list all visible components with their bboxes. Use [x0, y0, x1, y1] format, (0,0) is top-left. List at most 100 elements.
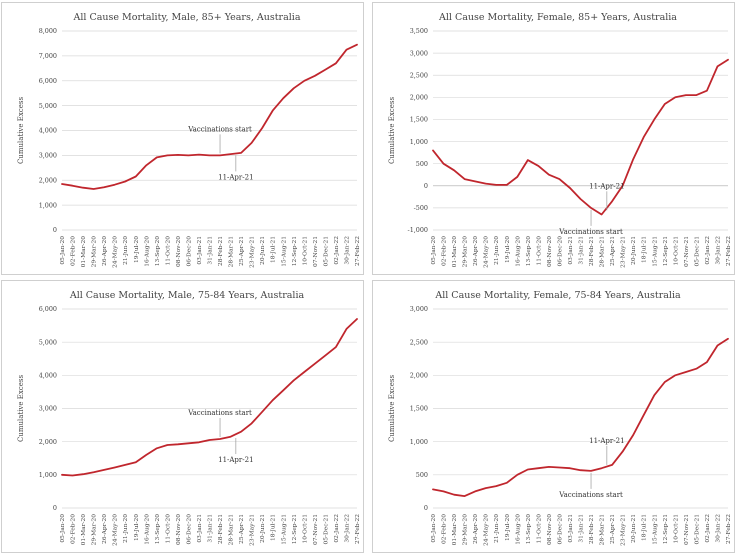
x-tick-label: 25-Apr-21	[239, 514, 245, 544]
x-tick-label: 02-Feb-20	[71, 236, 77, 266]
x-tick-label: 12-Sep-21	[292, 514, 298, 544]
x-tick-label: 10-Oct-21	[302, 514, 308, 543]
x-tick-label: 03-Jan-21	[568, 236, 574, 265]
series-line	[61, 43, 358, 190]
x-tick-label: 06-Dec-20	[557, 236, 563, 267]
y-tick-label: -1,000	[408, 226, 428, 234]
x-tick-label: 26-Apr-20	[102, 236, 108, 266]
x-tick-label: 05-Dec-21	[323, 514, 329, 544]
series-line	[61, 318, 358, 477]
y-tick-label: 0	[53, 504, 57, 512]
x-tick-label: 28-Feb-21	[218, 236, 224, 266]
x-tick-label: 05-Jan-20	[60, 514, 66, 543]
y-tick-label: 6,000	[39, 77, 57, 85]
y-tick-label: 6,000	[39, 305, 57, 313]
x-tick-label: 28-Mar-21	[600, 236, 606, 267]
x-tick-label: 07-Nov-21	[684, 236, 690, 267]
x-tick-label: 30-Jan-22	[344, 236, 350, 265]
x-tick-label: 10-Oct-21	[673, 514, 679, 543]
y-tick-label: 4,000	[39, 127, 57, 135]
annotation-label: Vaccinations start	[558, 228, 623, 236]
x-tick-label: 16-Aug-20	[144, 236, 150, 267]
y-tick-label: 8,000	[39, 27, 57, 35]
chart-title: All Cause Mortality, Male, 75-84 Years, …	[69, 290, 305, 301]
x-tick-label: 31-Jan-21	[208, 236, 214, 265]
x-tick-label: 23-May-21	[250, 514, 256, 546]
chart-svg: All Cause Mortality, Male, 75-84 Years, …	[17, 290, 361, 546]
y-tick-label: 2,000	[410, 94, 428, 102]
x-tick-label: 06-Dec-20	[557, 514, 563, 545]
x-tick-label: 03-Jan-21	[197, 236, 203, 265]
x-tick-label: 13-Sep-20	[526, 236, 532, 267]
x-tick-label: 07-Nov-21	[313, 236, 319, 267]
x-tick-label: 16-Aug-20	[515, 514, 521, 545]
y-tick-label: 3,500	[410, 27, 428, 35]
x-tick-label: 20-Jun-21	[631, 236, 637, 265]
x-tick-label: 10-Oct-21	[302, 236, 308, 265]
x-tick-label: 29-Mar-20	[92, 514, 98, 546]
chart-panel-male-85-plus: All Cause Mortality, Male, 85+ Years, Au…	[1, 2, 364, 275]
chart-title: All Cause Mortality, Female, 85+ Years, …	[438, 12, 677, 23]
y-tick-label: 1,500	[410, 116, 428, 124]
x-tick-label: 19-Jul-20	[505, 514, 511, 541]
x-tick-label: 30-Jan-22	[715, 236, 721, 265]
x-tick-label: 12-Sep-21	[292, 236, 298, 266]
x-tick-label: 30-Jan-22	[715, 514, 721, 543]
x-tick-label: 30-Jan-22	[344, 514, 350, 543]
x-tick-label: 02-Jan-22	[705, 236, 711, 265]
x-tick-label: 27-Feb-22	[726, 514, 732, 544]
x-tick-label: 12-Sep-21	[663, 236, 669, 266]
x-tick-label: 07-Nov-21	[313, 514, 319, 545]
x-tick-label: 02-Jan-22	[334, 514, 340, 543]
x-tick-label: 28-Mar-21	[229, 514, 235, 545]
x-tick-label: 13-Sep-20	[155, 514, 161, 545]
chart-panel-male-75-84: All Cause Mortality, Male, 75-84 Years, …	[1, 280, 364, 553]
series-line	[432, 58, 729, 216]
annotation-label: Vaccinations start	[187, 409, 252, 417]
x-tick-label: 28-Mar-21	[229, 236, 235, 267]
series-line	[432, 337, 729, 498]
x-tick-label: 07-Nov-21	[684, 514, 690, 545]
y-tick-label: 2,500	[410, 71, 428, 79]
x-tick-label: 21-Jun-20	[494, 236, 500, 265]
chart-svg: All Cause Mortality, Female, 75-84 Years…	[388, 290, 732, 546]
x-tick-label: 20-Jun-21	[260, 236, 266, 265]
x-tick-label: 25-Apr-21	[610, 514, 616, 544]
x-tick-label: 06-Dec-20	[186, 236, 192, 267]
x-tick-label: 26-Apr-20	[102, 514, 108, 544]
y-tick-label: 4,000	[39, 372, 57, 380]
x-tick-label: 02-Feb-20	[442, 514, 448, 544]
x-tick-label: 15-Aug-21	[281, 236, 287, 267]
x-tick-label: 10-Oct-21	[673, 236, 679, 265]
x-tick-label: 12-Sep-21	[663, 514, 669, 544]
x-tick-label: 23-May-21	[621, 514, 627, 546]
x-tick-label: 02-Feb-20	[71, 514, 77, 544]
y-tick-label: 5,000	[39, 338, 57, 346]
x-tick-label: 24-May-20	[113, 514, 119, 546]
x-tick-label: 15-Aug-21	[281, 514, 287, 545]
x-tick-label: 02-Feb-20	[442, 236, 448, 266]
x-tick-label: 26-Apr-20	[473, 236, 479, 266]
x-tick-label: 05-Dec-21	[323, 236, 329, 266]
annotation-label: 11-Apr-21	[589, 437, 624, 445]
x-tick-label: 18-Jul-21	[271, 514, 277, 541]
x-tick-label: 21-Jun-20	[123, 514, 129, 543]
x-tick-label: 25-Apr-21	[239, 236, 245, 266]
x-tick-label: 02-Jan-22	[334, 236, 340, 265]
y-tick-label: 2,000	[39, 176, 57, 184]
x-tick-label: 05-Jan-20	[60, 236, 66, 265]
x-tick-label: 19-Jul-20	[505, 236, 511, 263]
annotation-label: Vaccinations start	[187, 125, 252, 133]
x-tick-label: 31-Jan-21	[579, 514, 585, 543]
y-tick-label: 3,000	[410, 305, 428, 313]
x-tick-label: 11-Oct-20	[165, 514, 171, 544]
y-tick-label: 1,000	[410, 438, 428, 446]
y-tick-label: 1,000	[410, 138, 428, 146]
x-tick-label: 27-Feb-22	[726, 236, 732, 266]
annotation-label: 11-Apr-21	[589, 182, 624, 190]
y-tick-label: 0	[424, 182, 428, 190]
x-tick-label: 29-Mar-20	[92, 236, 98, 268]
x-tick-label: 01-Mar-20	[452, 236, 458, 268]
x-tick-label: 28-Feb-21	[589, 236, 595, 266]
x-tick-label: 13-Sep-20	[526, 514, 532, 545]
